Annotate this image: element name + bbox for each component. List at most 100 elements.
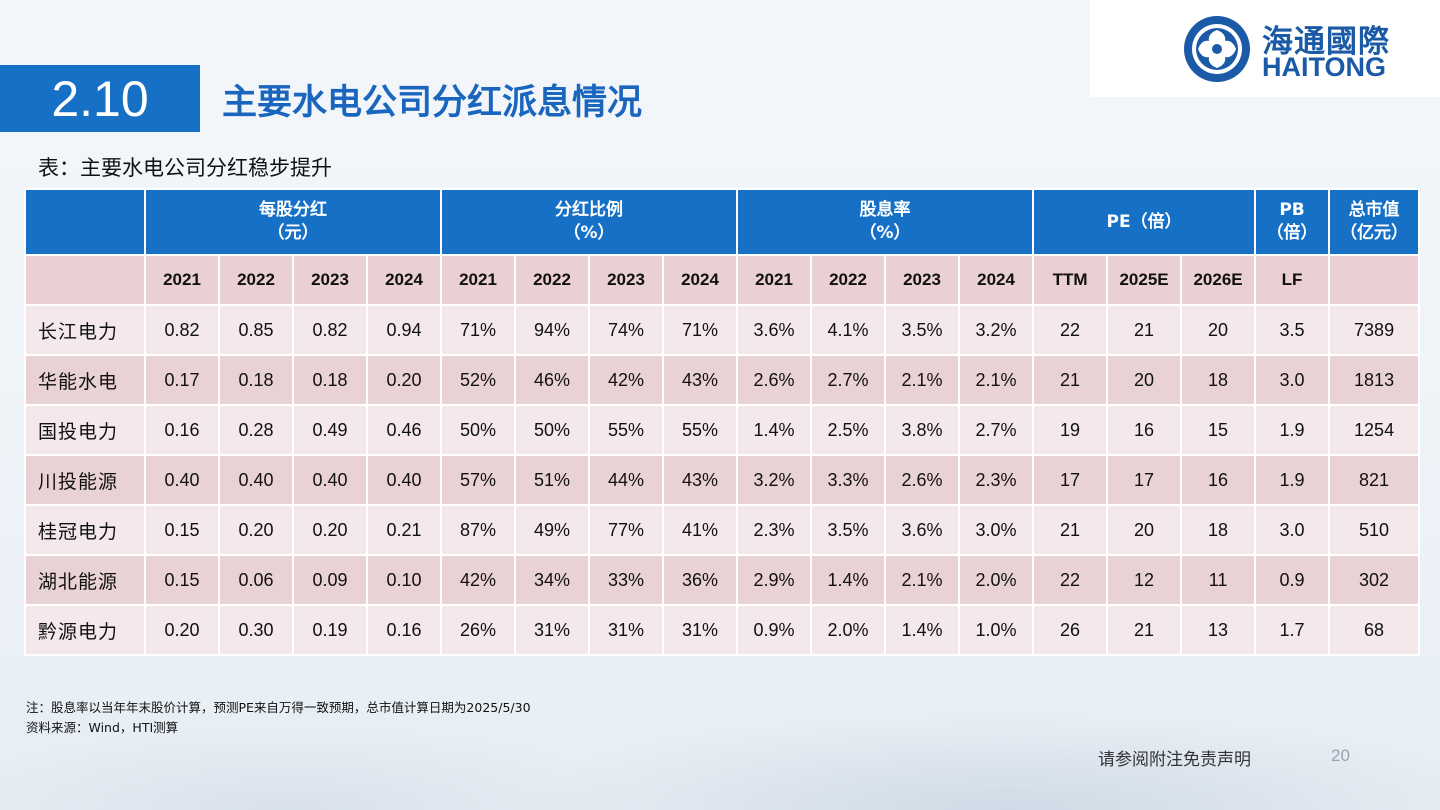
table-row: 湖北能源 0.15 0.06 0.09 0.10 42% 34% 33% 36% 2.9% 1.4%… <box>24 554 1421 606</box>
sub-header-cell: LF <box>1254 254 1331 306</box>
table-cell: 1.4% <box>736 404 812 456</box>
group-header-cell: 每股分红 （元） <box>144 188 442 256</box>
table-cell: 20 <box>1106 504 1183 556</box>
table-cell: 34% <box>514 554 590 606</box>
table-cell: 1.9 <box>1254 454 1331 506</box>
table-cell: 0.16 <box>144 404 220 456</box>
table-cell: 17 <box>1032 454 1109 506</box>
table-cell: 3.5 <box>1254 304 1331 356</box>
table-cell: 26% <box>440 604 516 656</box>
table-cell: 3.5% <box>810 504 886 556</box>
table-cell: 17 <box>1106 454 1183 506</box>
group-header-row: 每股分红 （元） 分红比例 （%） 股息率 （%） PE（倍） PB （倍） 总市值 （亿元） <box>24 188 1421 256</box>
logo-text-cn: 海通國際 <box>1262 24 1390 60</box>
table-cell: 1.7 <box>1254 604 1331 656</box>
table-cell: 55% <box>662 404 738 456</box>
table-cell: 3.5% <box>884 304 960 356</box>
table-row: 黔源电力 0.20 0.30 0.19 0.16 26% 31% 31% 31% 0.9% 2.0%… <box>24 604 1421 656</box>
table-cell: 3.6% <box>884 504 960 556</box>
table-cell: 0.10 <box>366 554 442 606</box>
table-cell: 2.9% <box>736 554 812 606</box>
table-cell: 71% <box>662 304 738 356</box>
table-cell: 68 <box>1328 604 1421 656</box>
table-cell: 1813 <box>1328 354 1421 406</box>
table-cell: 16 <box>1106 404 1183 456</box>
table-cell: 0.82 <box>144 304 220 356</box>
table-cell: 2.1% <box>884 354 960 406</box>
table-cell: 2.0% <box>957 554 1035 606</box>
group-header-unit: （元） <box>267 223 319 243</box>
table-cell: 0.18 <box>218 354 294 406</box>
table-cell: 2.7% <box>957 404 1035 456</box>
haitong-logo-icon <box>1184 16 1250 82</box>
table-cell: 21 <box>1032 354 1109 406</box>
table-cell: 0.19 <box>292 604 368 656</box>
company-name-cell: 长江电力 <box>24 304 146 356</box>
table-cell: 0.20 <box>292 504 368 556</box>
sub-header-corner-cell <box>24 254 146 306</box>
table-cell: 0.15 <box>144 504 220 556</box>
table-row: 长江电力 0.82 0.85 0.82 0.94 71% 94% 74% 71% 3.6% 4.1%… <box>24 304 1421 356</box>
table-cell: 20 <box>1106 354 1183 406</box>
table-cell: 42% <box>588 354 664 406</box>
table-cell: 3.0 <box>1254 504 1331 556</box>
table-cell: 31% <box>662 604 738 656</box>
table-cell: 44% <box>588 454 664 506</box>
table-cell: 77% <box>588 504 664 556</box>
company-name-cell: 国投电力 <box>24 404 146 456</box>
group-header-unit: （倍） <box>1266 223 1318 243</box>
company-name-cell: 湖北能源 <box>24 554 146 606</box>
sub-header-cell: 2026E <box>1180 254 1257 306</box>
table-cell: 12 <box>1106 554 1183 606</box>
table-cell: 31% <box>514 604 590 656</box>
group-header-cell: PE（倍） <box>1032 188 1257 256</box>
table-cell: 0.20 <box>366 354 442 406</box>
footnote-line: 注：股息率以当年年末股价计算，预测PE来自万得一致预期，总市值计算日期为2025… <box>26 700 531 715</box>
table-cell: 21 <box>1106 604 1183 656</box>
company-name-cell: 黔源电力 <box>24 604 146 656</box>
table-cell: 21 <box>1106 304 1183 356</box>
sub-header-cell: 2023 <box>588 254 664 306</box>
table-cell: 2.5% <box>810 404 886 456</box>
table-cell: 41% <box>662 504 738 556</box>
sub-header-cell: 2021 <box>736 254 812 306</box>
page-number: 20 <box>1331 746 1350 765</box>
table-cell: 21 <box>1032 504 1109 556</box>
table-cell: 46% <box>514 354 590 406</box>
group-header-label: 股息率 <box>859 200 911 220</box>
group-header-label: PB <box>1279 200 1305 220</box>
table-cell: 94% <box>514 304 590 356</box>
group-header-cell: 分红比例 （%） <box>440 188 738 256</box>
table-cell: 3.2% <box>957 304 1035 356</box>
table-row: 桂冠电力 0.15 0.20 0.20 0.21 87% 49% 77% 41% 2.3% 3.5%… <box>24 504 1421 556</box>
table-cell: 19 <box>1032 404 1109 456</box>
group-header-label: 分红比例 <box>555 200 623 220</box>
table-cell: 0.06 <box>218 554 294 606</box>
section-number: 2.10 <box>0 65 200 132</box>
group-header-cell: 总市值 （亿元） <box>1328 188 1421 256</box>
logo-text-en: HAITONG <box>1262 52 1387 82</box>
sub-header-cell: 2022 <box>514 254 590 306</box>
table-cell: 3.2% <box>736 454 812 506</box>
disclaimer: 请参阅附注免责声明 <box>1098 750 1251 770</box>
table-cell: 2.3% <box>957 454 1035 506</box>
table-cell: 1.4% <box>810 554 886 606</box>
table-cell: 22 <box>1032 554 1109 606</box>
group-header-label: 每股分红 <box>259 200 327 220</box>
sub-header-cell: 2022 <box>218 254 294 306</box>
table-cell: 15 <box>1180 404 1257 456</box>
table-cell: 33% <box>588 554 664 606</box>
table-cell: 0.20 <box>218 504 294 556</box>
table-cell: 0.94 <box>366 304 442 356</box>
group-header-label: PE（倍） <box>1106 211 1182 232</box>
table-cell: 0.40 <box>218 454 294 506</box>
table-cell: 1254 <box>1328 404 1421 456</box>
group-header-cell: 股息率 （%） <box>735 188 1035 256</box>
table-cell: 87% <box>440 504 516 556</box>
table-cell: 1.9 <box>1254 404 1331 456</box>
table-cell: 3.0% <box>957 504 1035 556</box>
company-name-cell: 桂冠电力 <box>24 504 146 556</box>
table-row: 国投电力 0.16 0.28 0.49 0.46 50% 50% 55% 55% 1.4% 2.5%… <box>24 404 1421 456</box>
table-cell: 2.1% <box>884 554 960 606</box>
table-cell: 2.6% <box>884 454 960 506</box>
